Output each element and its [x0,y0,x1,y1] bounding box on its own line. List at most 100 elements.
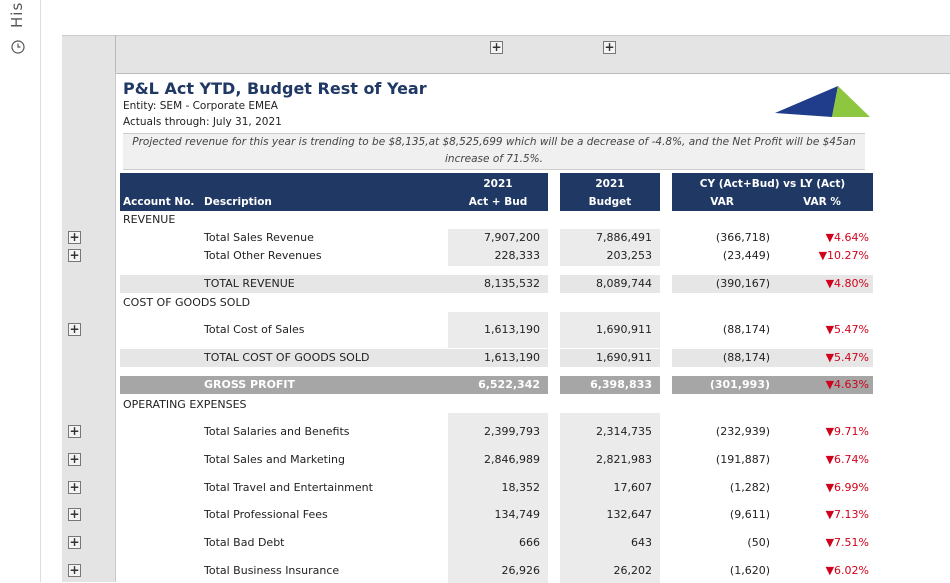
section-heading: COST OF GOODS SOLD [123,296,251,309]
header-year: 2021 [595,178,625,190]
history-tab[interactable]: His [8,1,26,28]
row-band [672,275,873,293]
act-bud-value: 1,613,190 [484,323,540,336]
budget-value: 203,253 [606,249,653,262]
var-value: (1,282) [729,480,770,494]
sidebar [0,0,41,582]
act-bud-value: 666 [519,536,540,550]
budget-value: 8,089,744 [596,277,652,290]
var-pct-value: ▼4.80% [825,277,869,290]
budget-value: 7,886,491 [596,231,652,244]
act-bud-value: 8,135,532 [484,277,540,290]
row-band [560,349,660,367]
expand-row-button[interactable]: + [68,563,81,577]
row-description: Total Travel and Entertainment [204,480,373,494]
var-pct-value: ▼5.47% [825,323,869,336]
logo [775,86,870,117]
report-title: P&L Act YTD, Budget Rest of Year [123,79,427,98]
var-value: (88,174) [722,323,770,336]
row-band [560,275,660,293]
header-var-pct: VAR % [803,196,841,208]
var-value: (50) [747,536,770,550]
expand-row-button[interactable]: + [68,230,81,244]
column-shade [448,312,548,348]
expand-row-button[interactable]: + [68,479,81,494]
summary-note: Projected revenue for this year is trend… [123,133,865,170]
var-pct-value: ▼9.71% [825,425,869,438]
expand-row-button[interactable]: + [68,322,81,336]
row-description: Total Other Revenues [204,249,322,262]
section-heading: OPERATING EXPENSES [123,398,247,411]
act-bud-value: 2,399,793 [484,425,540,438]
row-description: Total Bad Debt [204,536,285,550]
var-pct-value: ▼5.47% [825,351,869,364]
column-shade [560,312,660,348]
var-value: (301,993) [709,378,770,391]
header-year: 2021 [483,178,513,190]
header-var: VAR [710,196,734,208]
row-band [560,376,660,394]
var-value: (9,611) [729,508,770,522]
row-description: Total Sales and Marketing [204,452,345,466]
expand-row-button[interactable]: + [68,507,81,522]
act-bud-value: 26,926 [501,564,541,577]
table-header [120,173,873,211]
expand-row-button[interactable]: + [68,451,81,466]
var-value: (366,718) [715,231,770,244]
expand-column-button[interactable]: + [603,40,616,54]
var-pct-value: ▼7.13% [825,508,869,522]
row-band [672,376,873,394]
header-gap [660,173,672,211]
header-group: CY (Act+Bud) vs LY (Act) [699,178,846,190]
budget-value: 6,398,833 [590,378,652,391]
row-band [672,349,873,367]
clock-icon [11,40,25,54]
var-pct-value: ▼6.99% [825,480,869,494]
budget-value: 1,690,911 [596,351,652,364]
var-pct-value: ▼6.02% [825,564,869,577]
row-description: Total Cost of Sales [204,323,305,336]
row-band [120,376,548,394]
act-bud-value: 228,333 [494,249,541,262]
row-description: TOTAL COST OF GOODS SOLD [204,351,370,364]
actuals-through: Actuals through: July 31, 2021 [123,116,282,128]
var-value: (390,167) [715,277,770,290]
column-shade [448,413,548,583]
var-value: (232,939) [715,425,770,438]
expand-row-button[interactable]: + [68,535,81,550]
var-value: (1,620) [729,564,770,577]
row-description: TOTAL REVENUE [204,277,295,290]
row-description: Total Sales Revenue [204,231,314,244]
expand-row-button[interactable]: + [68,424,81,438]
budget-value: 643 [631,536,652,550]
row-description: Total Business Insurance [204,564,340,577]
budget-value: 2,314,735 [596,425,652,438]
header-account: Account No. [123,196,195,208]
row-description: GROSS PROFIT [204,378,296,391]
budget-value: 2,821,983 [596,452,652,466]
gutter-divider [115,35,116,72]
column-shade [560,229,660,266]
act-bud-value: 134,749 [494,508,541,522]
var-pct-value: ▼7.51% [825,536,869,550]
section-heading: REVENUE [123,213,176,226]
top-bar [62,35,950,74]
budget-value: 26,202 [613,564,653,577]
column-shade [448,229,548,266]
act-bud-value: 2,846,989 [484,452,540,466]
expand-column-button[interactable]: + [490,40,503,54]
var-pct-value: ▼4.63% [825,378,869,391]
header-gap [548,173,560,211]
act-bud-value: 6,522,342 [478,378,540,391]
var-pct-value: ▼4.64% [825,231,869,244]
var-pct-value: ▼6.74% [825,452,869,466]
var-value: (23,449) [722,249,770,262]
column-shade [560,413,660,583]
header-budget: Budget [588,196,632,208]
act-bud-value: 18,352 [501,480,541,494]
row-description: Total Professional Fees [204,508,328,522]
budget-value: 1,690,911 [596,323,652,336]
expand-row-button[interactable]: + [68,248,81,262]
header-act-bud: Act + Bud [468,196,528,208]
